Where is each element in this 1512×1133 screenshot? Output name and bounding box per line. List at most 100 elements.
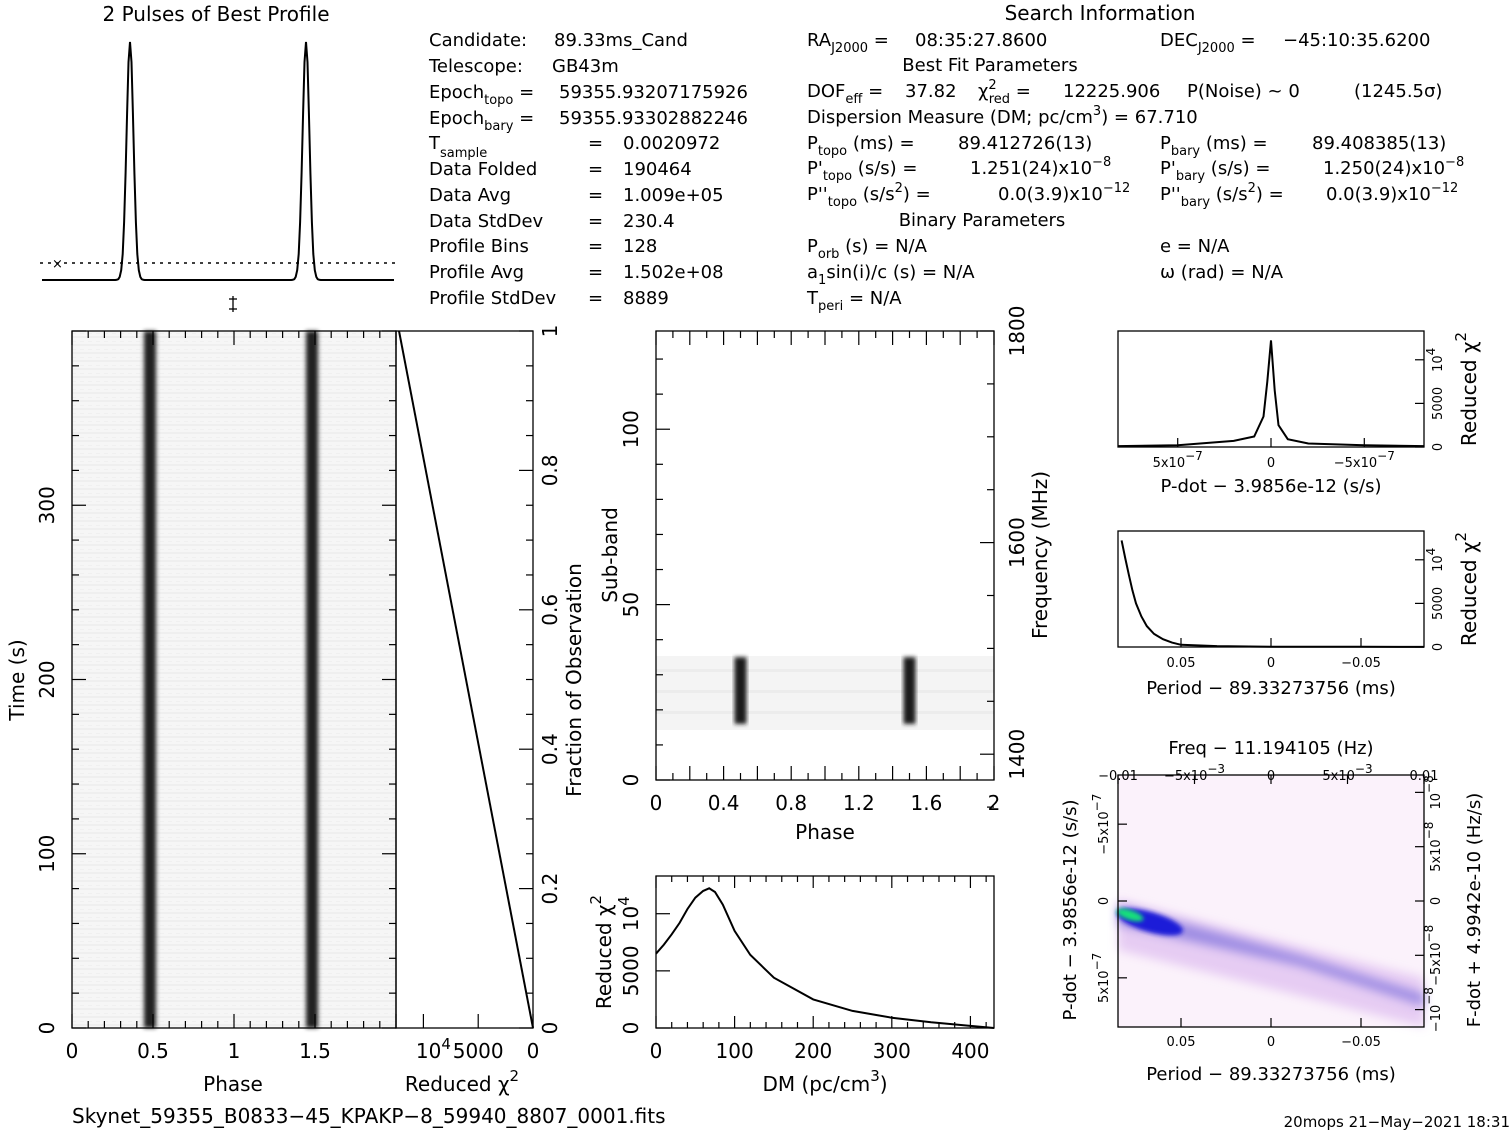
x-tick-label: 0.8 [775, 791, 807, 815]
ppdot-y-ticks: −5x10−7 0 5x10−7 [1090, 794, 1127, 1003]
freq-tick-label: 1600 [1005, 517, 1029, 568]
y-tick-label: 0.8 [538, 454, 562, 486]
ppdot-xlabel: Period − 89.33273756 (ms) [1146, 1064, 1396, 1085]
ppdot-ylabel: P-dot − 3.9856e-12 (s/s) [1060, 799, 1081, 1020]
subband-plot: 0 0.4 0.8 1.2 1.6 2 0 50 100 1400 1600 1800 Phase… [598, 306, 1052, 844]
ppdot-valley-core [1118, 905, 1424, 1006]
pd-bary-value: 1.250(24)x10−8 [1323, 155, 1464, 179]
y-tick-label: 104 [1424, 348, 1446, 372]
subband-row [656, 669, 994, 672]
data-folded-label: Data Folded [429, 159, 537, 180]
x-tick-label: 5000 [453, 1039, 504, 1063]
tsample-eq: = [588, 133, 603, 154]
y-tick-label: 5000 [619, 945, 643, 996]
x-tick-label: 0 [1267, 656, 1275, 671]
data-folded-value: 190464 [623, 159, 692, 180]
profile-stddev-value: 8889 [623, 288, 669, 309]
x-tick-label: 0 [1267, 1035, 1275, 1050]
omega-value: ω (rad) = N/A [1160, 262, 1284, 283]
period-plot: 0.05 0 −0.05 0 5000 104 Period − 89.33273756… [1117, 530, 1481, 699]
x-tick-label: 0.5 [137, 1039, 169, 1063]
subband-row [656, 690, 994, 693]
period-curve [1120, 540, 1425, 648]
pd-topo-value: 1.251(24)x10−8 [970, 155, 1111, 179]
period-ylabel: Reduced χ2 [1452, 532, 1481, 646]
x-tick-label: 2 [988, 791, 1001, 815]
best-fit-title: Best Fit Parameters [902, 55, 1077, 76]
dec-value: −45:10:35.6200 [1283, 30, 1430, 51]
fraction-curve [398, 330, 534, 1029]
x-tick-label: 200 [794, 1039, 832, 1063]
fraction-xlabel: Reduced χ2 [405, 1067, 519, 1096]
x-tick-label: 0 [527, 1039, 540, 1063]
y-tick-label: 0 [1431, 443, 1446, 451]
profile-bins-value: 128 [623, 236, 657, 257]
p-topo-value: 89.412726(13) [958, 133, 1092, 154]
ppdot-title: Freq − 11.194105 (Hz) [1168, 738, 1373, 759]
x-tick-label: 400 [951, 1039, 989, 1063]
footer-filename: Skynet_59355_B0833−45_KPAKP−8_59940_8807… [72, 1104, 666, 1128]
pdd-topo-value: 0.0(3.9)x10−12 [998, 181, 1130, 205]
subband-pulse [734, 657, 747, 724]
subband-freq-label: Frequency (MHz) [1028, 471, 1052, 639]
subband-rows [656, 669, 994, 714]
time-phase-background [72, 331, 396, 1028]
telescope-label: Telescope: [428, 56, 523, 77]
dm-line: Dispersion Measure (DM; pc/cm3) = 67.710 [807, 104, 1198, 128]
y-tick-label: 0 [619, 774, 643, 787]
y-tick-label: 5000 [1431, 387, 1446, 420]
epoch-bary-value: 59355.93302882246 [559, 108, 748, 129]
pdot-plot: 5x10−7 0 −5x10−7 0 5000 104 P-dot − 3.9856e-… [1117, 330, 1481, 497]
time-phase-x-ticks: 0 0.5 1 1.5 [66, 331, 397, 1063]
pdot-y-ticks: 0 5000 104 [1415, 348, 1446, 451]
right-tick-label: 5x10−8 [1422, 822, 1444, 872]
top-tick-label: −5x10−3 [1164, 762, 1225, 784]
ppdot-x-ticks: 0.05 0 −0.05 [1167, 1018, 1381, 1050]
y-tick-label: 200 [35, 660, 59, 698]
subband-ylabel: Sub-band [598, 507, 622, 603]
tsample-value: 0.0020972 [623, 133, 720, 154]
subband-pulse [903, 657, 916, 724]
data-stddev-eq: = [588, 211, 603, 232]
time-phase-plot: 0 0.5 1 1.5 0 100 200 300 Phase Time (s) [5, 330, 397, 1096]
candidate-label: Candidate: [429, 30, 527, 51]
y-tick-label: 0 [1097, 897, 1112, 905]
ra-value: 08:35:27.8600 [915, 30, 1047, 51]
epoch-bary-label: Epochbary = [429, 108, 534, 134]
dm-ylabel: Reduced χ2 [587, 895, 616, 1009]
p-bary-label: Pbary (ms) = [1160, 133, 1268, 159]
right-tick-label: −10−8 [1422, 987, 1444, 1032]
ppdot-map: 0.05 0 −0.05 −0.01 −5x10−3 0 5x10−3 0.01 −5x10… [1060, 738, 1485, 1085]
profile-bins-label: Profile Bins [429, 236, 529, 257]
ecc-value: e = N/A [1160, 236, 1230, 257]
profile-avg-label: Profile Avg [429, 262, 524, 283]
y-tick-label: 5x10−7 [1090, 953, 1112, 1003]
y-tick-label: 300 [35, 486, 59, 524]
fraction-y-ticks: 0 0.2 0.4 0.6 0.8 1 [519, 325, 562, 1035]
y-tick-label: 1 [538, 325, 562, 338]
x-tick-label: 0 [650, 1039, 663, 1063]
data-stddev-value: 230.4 [623, 211, 675, 232]
top-tick-label: 5x10−3 [1322, 762, 1372, 784]
profile-stddev-label: Profile StdDev [429, 288, 557, 309]
x-tick-label: 0.05 [1167, 1035, 1196, 1050]
time-phase-ylabel: Time (s) [5, 639, 29, 721]
x-tick-label: 104 [416, 1035, 451, 1063]
y-tick-label: 0 [538, 1022, 562, 1035]
top-tick-label: −0.01 [1098, 769, 1138, 784]
dof-label: DOFeff = [807, 81, 883, 107]
time-phase-pulse-1 [144, 331, 156, 1028]
pdot-xlabel: P-dot − 3.9856e-12 (s/s) [1160, 476, 1381, 497]
x-tick-label: 1.2 [843, 791, 875, 815]
data-avg-value: 1.009e+05 [623, 185, 724, 206]
period-xlabel: Period − 89.33273756 (ms) [1146, 678, 1396, 699]
pdd-bary-label: P''bary (s/s2) = [1160, 181, 1284, 210]
epoch-topo-value: 59355.93207175926 [559, 82, 748, 103]
x-tick-label: 0.4 [708, 791, 740, 815]
subband-xlabel: Phase [795, 820, 855, 844]
pdd-bary-value: 0.0(3.9)x10−12 [1326, 181, 1458, 205]
search-title: Search Information [1005, 1, 1196, 25]
profile-avg-value: 1.502e+08 [623, 262, 724, 283]
y-tick-label: 50 [619, 592, 643, 617]
ppdot-ylabel-right: F-dot + 4.9942e-10 (Hz/s) [1464, 793, 1485, 1028]
